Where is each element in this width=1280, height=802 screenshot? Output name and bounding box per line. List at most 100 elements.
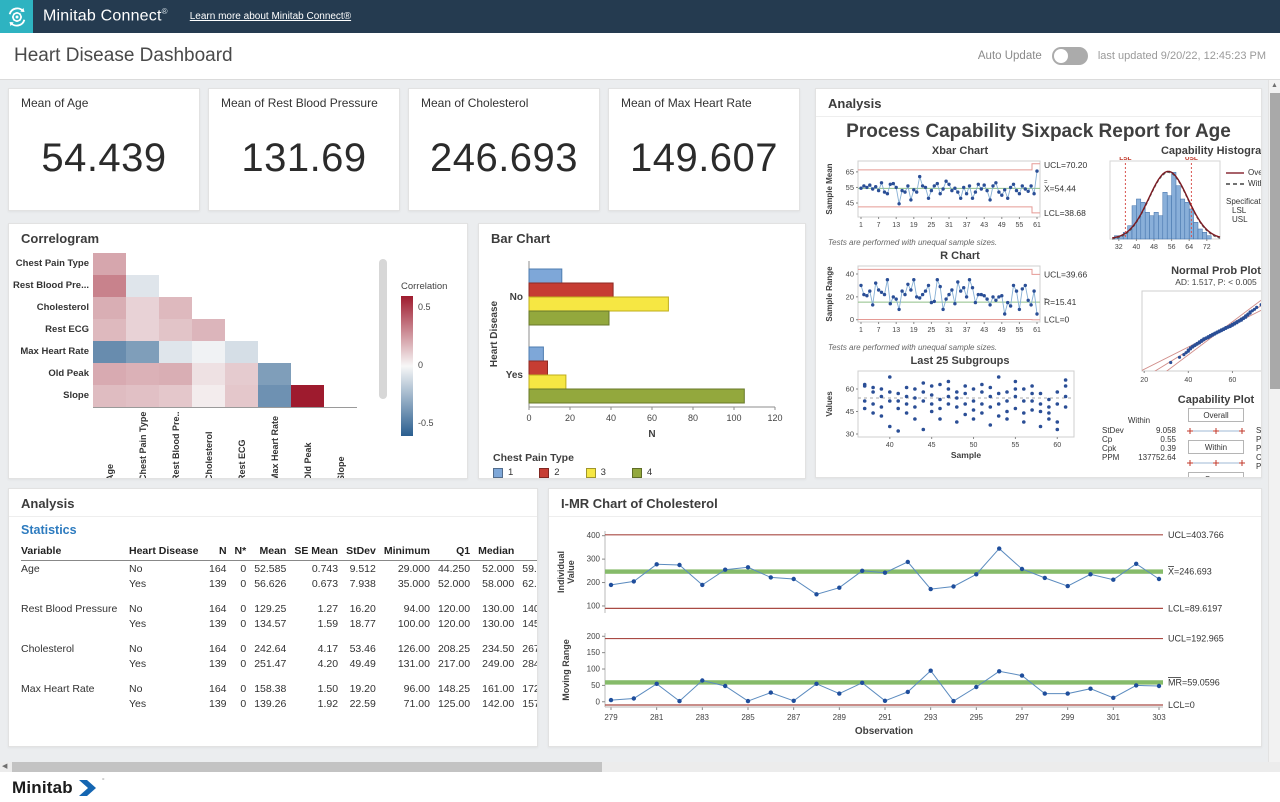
minitab-connect-logo-icon[interactable] [0,0,33,33]
horizontal-scrollbar[interactable]: ◀ [0,762,1280,772]
imr-chart: 100200300400UCL=403.766X=246.693LCL=89.6… [549,517,1261,747]
vertical-scrollbar-thumb[interactable] [1270,93,1280,389]
svg-text:LCL=0: LCL=0 [1044,315,1070,325]
svg-text:120: 120 [767,413,782,423]
panel-title: I-MR Chart of Cholesterol [549,489,1261,517]
heatmap-cell[interactable] [159,297,192,319]
svg-text:55: 55 [1016,327,1024,334]
scroll-left-arrow-icon[interactable]: ◀ [2,762,7,772]
heatmap-cell[interactable] [93,341,126,363]
svg-text:Moving Range: Moving Range [561,639,571,701]
correlogram-scrollbar[interactable] [379,259,387,399]
svg-text:UCL=403.766: UCL=403.766 [1168,530,1224,540]
kpi-label: Mean of Max Heart Rate [609,96,799,110]
heatmap-cell[interactable] [192,341,225,363]
heatmap-cell[interactable] [126,341,159,363]
heatmap-cell[interactable] [93,253,126,275]
heatmap-cell[interactable] [159,341,192,363]
heatmap-cell[interactable] [93,275,126,297]
kpi-label: Mean of Rest Blood Pressure [209,96,399,110]
learn-more-link[interactable]: Learn more about Minitab Connect® [190,11,351,22]
heatmap-cell[interactable] [192,363,225,385]
svg-text:40: 40 [886,442,894,449]
vertical-scrollbar[interactable]: ▲ [1268,80,1280,762]
svg-text:400: 400 [587,531,601,540]
svg-text:20: 20 [1140,377,1148,384]
svg-text:37: 37 [963,327,971,334]
svg-text:19: 19 [910,327,918,334]
svg-text:Yes: Yes [506,370,524,381]
heatmap-cell[interactable] [126,319,159,341]
statistics-table: VariableHeart DiseaseNN*MeanSE MeanStDev… [21,543,538,711]
svg-text:285: 285 [741,713,755,722]
heatmap-cell[interactable] [258,385,291,407]
svg-text:80: 80 [688,413,698,423]
svg-text:7: 7 [877,222,881,229]
svg-text:289: 289 [833,713,847,722]
svg-text:Values: Values [825,391,834,417]
heatmap-cell[interactable] [159,363,192,385]
heatmap-cell[interactable] [192,385,225,407]
heatmap-cell[interactable] [93,297,126,319]
svg-text:55: 55 [846,183,854,192]
svg-text:291: 291 [878,713,892,722]
legend-item: 1 [493,467,513,478]
stats-row: Yes139056.6260.6737.93835.00052.00058.00… [21,576,538,591]
heatmap-cell[interactable] [159,319,192,341]
correlation-colorbar: 0.5 0 -0.5 [401,296,413,436]
heatmap-cell[interactable] [225,363,258,385]
bar-chart-legend: Chest Pain Type 1234 [479,452,805,478]
svg-text:LSL: LSL [1119,157,1131,162]
stats-row: Yes1390139.261.9222.5971.00125.00142.001… [21,696,538,711]
svg-text:0: 0 [596,697,601,706]
heatmap-cell[interactable] [93,363,126,385]
kpi-card-mean-rest-bp: Mean of Rest Blood Pressure 131.69 [208,88,400,211]
svg-text:283: 283 [696,713,710,722]
kpi-value: 149.607 [609,136,799,181]
heatmap-cell[interactable] [126,385,159,407]
correlogram-col-label: Chest Pain Type [126,411,159,479]
heatmap-cell[interactable] [258,363,291,385]
capability-within-stats: WithinStDev9.058Cp0.55Cpk0.39PPM137752.6… [1102,416,1176,478]
svg-text:Sample Mean: Sample Mean [825,163,834,214]
kpi-value: 246.693 [409,136,599,181]
svg-text:Sample: Sample [951,450,982,460]
svg-text:0: 0 [526,413,531,423]
heatmap-cell[interactable] [159,385,192,407]
minitab-footer-logo[interactable]: Minitab ° [0,772,1280,798]
horizontal-scrollbar-thumb[interactable] [12,762,602,772]
sixpack-report-title: Process Capability Sixpack Report for Ag… [824,121,1253,143]
minitab-chevron-icon [79,780,96,796]
heatmap-cell[interactable] [291,385,324,407]
svg-text:65: 65 [846,167,854,176]
svg-text:Heart Disease: Heart Disease [489,300,500,367]
heatmap-cell[interactable] [126,275,159,297]
svg-text:Sample Range: Sample Range [825,266,834,322]
svg-text:UCL=192.965: UCL=192.965 [1168,634,1224,644]
svg-text:25: 25 [928,327,936,334]
heatmap-cell[interactable] [126,297,159,319]
stats-row: Rest Blood PressureNo1640129.251.2716.20… [21,601,538,616]
stats-row: CholesterolNo1640242.644.1753.46126.0020… [21,641,538,656]
heatmap-cell[interactable] [225,385,258,407]
panel-title: Analysis [9,489,537,517]
heatmap-cell[interactable] [126,363,159,385]
svg-text:UCL=70.20: UCL=70.20 [1044,160,1088,170]
footer-brand-text: Minitab [12,778,73,798]
dashboard-content: Mean of Age 54.439 Mean of Rest Blood Pr… [0,80,1268,762]
heatmap-cell[interactable] [93,319,126,341]
heatmap-cell[interactable] [93,385,126,407]
svg-text:60: 60 [846,385,854,394]
svg-text:60: 60 [647,413,657,423]
brand-name: Minitab Connect® [43,7,168,25]
auto-update-toggle[interactable] [1052,47,1088,65]
heatmap-cell[interactable] [225,341,258,363]
xbar-chart: 45556517131925313743495561Sample MeanUCL… [824,157,1096,238]
svg-text:32: 32 [1115,244,1123,251]
legend-item: 4 [632,467,652,478]
heatmap-cell[interactable] [192,319,225,341]
correlogram-axis [93,407,357,408]
last-25-subgroups-chart: 3045604045505560ValuesSample [824,367,1096,466]
scroll-up-arrow-icon[interactable]: ▲ [1269,80,1280,92]
svg-text:31: 31 [945,222,953,229]
